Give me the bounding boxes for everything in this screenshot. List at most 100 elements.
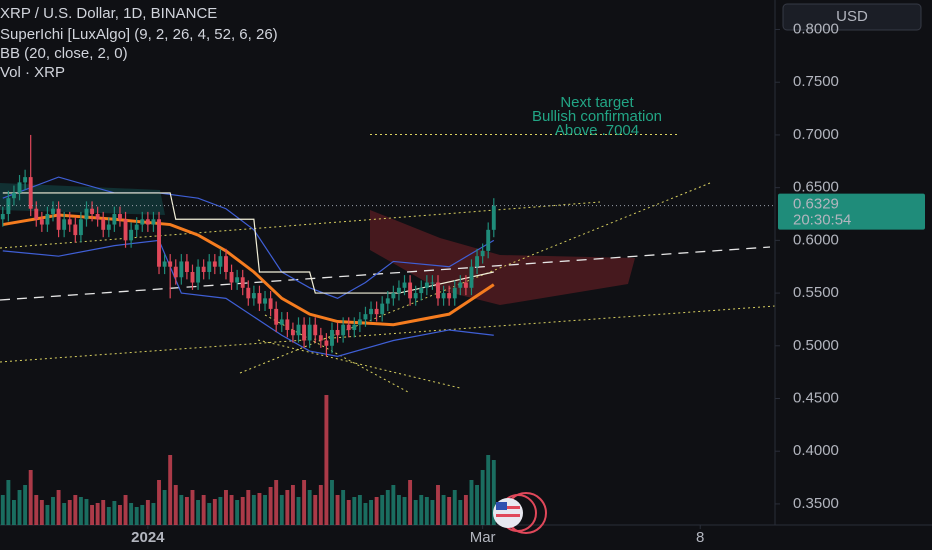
volume-bar (324, 395, 329, 525)
candle-body (196, 266, 201, 283)
candle-body (11, 192, 16, 199)
volume-bar (413, 500, 418, 525)
candle-body (463, 282, 468, 288)
candle-body (313, 324, 318, 336)
y-tick-label: 0.6500 (793, 179, 839, 196)
cloud (0, 183, 165, 215)
volume-bar (330, 480, 334, 525)
volume-bar (452, 490, 457, 525)
volume-bar (62, 503, 67, 525)
candle-body (452, 287, 457, 299)
volume-bar (11, 500, 16, 525)
decorations (0, 0, 932, 526)
candle-body (447, 293, 452, 299)
currency-label[interactable]: USD (836, 8, 868, 25)
legend: XRP / U.S. Dollar, 1D, BINANCE SuperIchi… (0, 5, 278, 81)
x-tick-label: 2024 (131, 529, 165, 546)
volume-bar (157, 480, 161, 525)
candle-body (78, 219, 83, 236)
candle-body (357, 319, 362, 325)
candle-body (224, 256, 228, 272)
candle-body (67, 219, 72, 225)
y-tick-label: 0.5000 (793, 337, 839, 354)
volume-bar (318, 485, 323, 525)
candle-body (45, 214, 50, 225)
volume-bar (112, 501, 117, 525)
volume-bar (118, 505, 122, 525)
candle-body (302, 324, 307, 341)
candle-body (240, 277, 245, 288)
volume-bar (45, 505, 50, 525)
y-tick-label: 0.3500 (793, 495, 839, 512)
candle-body (385, 298, 390, 304)
volume-bar (179, 495, 184, 525)
annotation: Bullish confirmation (532, 108, 662, 125)
volume-bar (402, 497, 407, 525)
y-tick-label: 0.7500 (793, 73, 839, 90)
candle-body (201, 266, 206, 272)
volume-bar (408, 480, 413, 525)
candle-body (263, 298, 267, 304)
volume-bar (290, 485, 295, 525)
candle-body (341, 324, 346, 336)
volume-bar (480, 470, 485, 525)
candle-body (0, 214, 5, 220)
candle-body (279, 319, 284, 325)
currency-button[interactable] (782, 3, 922, 31)
volume-bar (95, 503, 100, 525)
candle-body (469, 266, 474, 288)
candle-body (324, 340, 329, 346)
volume-bar (73, 495, 78, 525)
volume-bar (28, 470, 33, 525)
candle-body (17, 182, 22, 193)
volume-bar (441, 495, 446, 525)
volume-bar (447, 497, 452, 525)
volume-bar (51, 497, 55, 525)
volume-bar (190, 490, 195, 525)
candle-body (290, 329, 295, 336)
candle-body (486, 229, 491, 251)
volume-bar (78, 497, 83, 525)
candle-body (62, 219, 67, 230)
y-tick-label: 0.8000 (793, 20, 839, 37)
candle-body (274, 308, 279, 325)
candle-body (458, 282, 463, 288)
candle-body (419, 287, 424, 294)
candle-body (229, 271, 234, 283)
volume-bar (101, 500, 106, 525)
candle-body (391, 293, 396, 299)
chart-title: XRP / U.S. Dollar, 1D, BINANCE (0, 5, 217, 22)
candle-body (374, 308, 379, 315)
volume-bar (123, 495, 128, 525)
volume-bar (145, 500, 150, 525)
volume-bar (240, 497, 245, 525)
candle-body (430, 282, 435, 284)
candle-body (363, 314, 368, 320)
volume-bar (369, 500, 373, 525)
volume-bar (246, 490, 251, 525)
volume-bar (380, 495, 385, 525)
trend-line (0, 201, 601, 249)
candle-body (235, 277, 240, 283)
candle-body (330, 329, 334, 346)
x-tick-label: Mar (470, 529, 496, 546)
volume-bar (201, 495, 206, 525)
volume-bar (436, 485, 440, 525)
countdown: 20:30:54 (793, 212, 851, 229)
candle-body (101, 219, 106, 230)
price-tag (778, 193, 925, 230)
volume-bar (341, 490, 346, 525)
candle-body (184, 261, 189, 272)
y-tick-label: 0.7000 (793, 126, 839, 143)
candle-body (34, 208, 39, 220)
candle-body (346, 324, 351, 330)
volume-bar (129, 503, 134, 525)
volume-bar (257, 493, 262, 525)
volume-bar (67, 500, 72, 525)
candle-body (129, 229, 134, 241)
candle-body (51, 208, 55, 215)
candle-body (90, 208, 95, 215)
y-tick-label: 0.5500 (793, 284, 839, 301)
indicator-label: BB (20, close, 2, 0) (0, 45, 128, 62)
volume-bar (268, 487, 273, 525)
